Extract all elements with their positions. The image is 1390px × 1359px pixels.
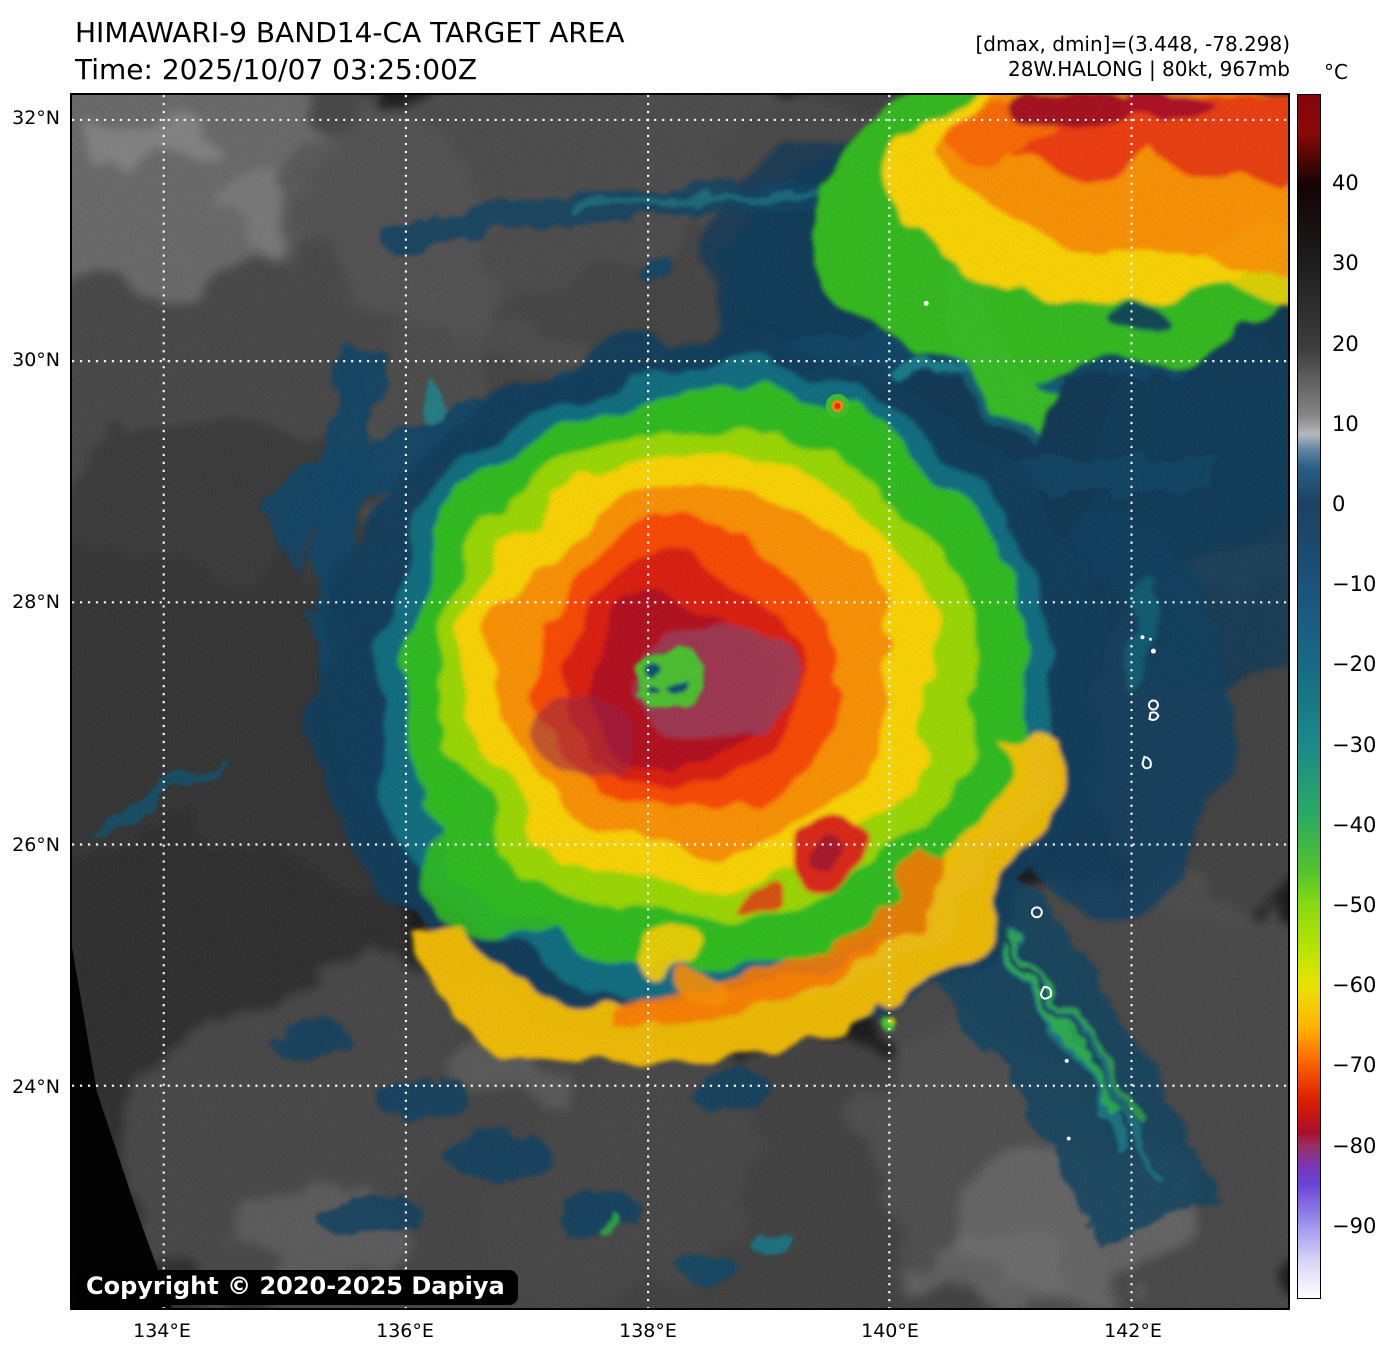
satellite-image — [72, 95, 1288, 1308]
cbar-tick-m40: −40 — [1332, 813, 1377, 837]
cbar-tick-m10: −10 — [1332, 572, 1377, 596]
lon-tick-140e: 140°E — [861, 1320, 919, 1342]
dmax-dmin-readout: [dmax, dmin]=(3.448, -78.298) — [975, 32, 1290, 56]
no-data-wedge — [72, 947, 172, 1308]
lon-tick-134e: 134°E — [133, 1320, 191, 1342]
lon-tick-136e: 136°E — [376, 1320, 434, 1342]
colorbar-unit-label: °C — [1324, 60, 1348, 84]
cbar-tick-m60: −60 — [1332, 973, 1377, 997]
info-block: [dmax, dmin]=(3.448, -78.298) 28W.HALONG… — [975, 32, 1290, 82]
timestamp: Time: 2025/10/07 03:25:00Z — [75, 53, 478, 86]
cbar-tick-m50: −50 — [1332, 893, 1377, 917]
cbar-tick-40: 40 — [1332, 171, 1359, 195]
lat-tick-28n: 28°N — [12, 591, 60, 613]
cbar-tick-10: 10 — [1332, 412, 1359, 436]
lat-tick-30n: 30°N — [12, 349, 60, 371]
lat-tick-24n: 24°N — [12, 1076, 60, 1098]
storm-id-readout: 28W.HALONG | 80kt, 967mb — [1007, 57, 1290, 81]
lat-tick-26n: 26°N — [12, 834, 60, 856]
cbar-tick-m30: −30 — [1332, 733, 1377, 757]
lat-tick-32n: 32°N — [12, 107, 60, 129]
cbar-tick-m80: −80 — [1332, 1134, 1377, 1158]
cbar-tick-30: 30 — [1332, 251, 1359, 275]
cbar-tick-0: 0 — [1332, 492, 1346, 516]
lon-tick-142e: 142°E — [1104, 1320, 1162, 1342]
header-block: HIMAWARI-9 BAND14-CA TARGET AREA Time: 2… — [75, 14, 625, 88]
lon-tick-138e: 138°E — [619, 1320, 677, 1342]
cbar-tick-20: 20 — [1332, 332, 1359, 356]
grid-lines — [72, 95, 1288, 1308]
page-title: HIMAWARI-9 BAND14-CA TARGET AREA — [75, 16, 625, 49]
cbar-tick-m70: −70 — [1332, 1053, 1377, 1077]
island-outlines — [923, 300, 1160, 1141]
cbar-tick-m20: −20 — [1332, 652, 1377, 676]
colorbar-gradient — [1297, 94, 1321, 1299]
grain-light — [72, 95, 1288, 1308]
satellite-map-panel: Copyright © 2020-2025 Dapiya — [70, 93, 1290, 1310]
copyright-badge: Copyright © 2020-2025 Dapiya — [76, 1270, 518, 1305]
cbar-tick-m90: −90 — [1332, 1214, 1377, 1238]
